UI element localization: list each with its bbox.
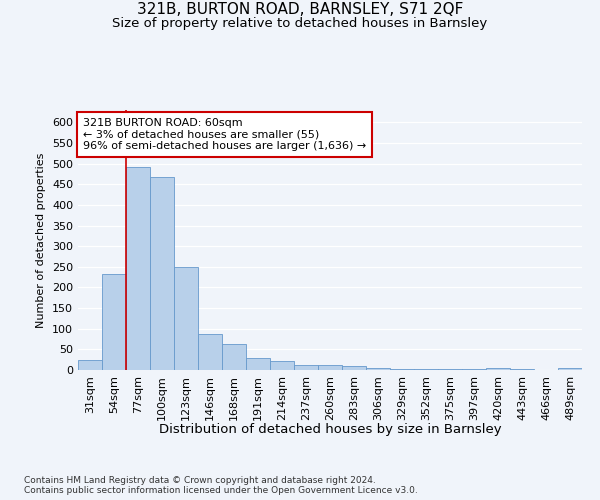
Bar: [414, 369, 438, 370]
Bar: [294, 365, 318, 370]
Bar: [150, 177, 174, 370]
Bar: [558, 368, 582, 370]
Text: Contains HM Land Registry data © Crown copyright and database right 2024.
Contai: Contains HM Land Registry data © Crown c…: [24, 476, 418, 495]
Bar: [438, 369, 462, 370]
Bar: [270, 361, 294, 370]
Bar: [390, 369, 414, 370]
Text: 321B, BURTON ROAD, BARNSLEY, S71 2QF: 321B, BURTON ROAD, BARNSLEY, S71 2QF: [137, 2, 463, 18]
Bar: [78, 360, 102, 370]
Bar: [318, 366, 342, 370]
Bar: [174, 267, 198, 370]
Text: 321B BURTON ROAD: 60sqm
← 3% of detached houses are smaller (55)
96% of semi-det: 321B BURTON ROAD: 60sqm ← 3% of detached…: [83, 118, 366, 151]
Bar: [486, 368, 510, 370]
Bar: [198, 334, 222, 370]
Bar: [222, 344, 246, 370]
Text: Size of property relative to detached houses in Barnsley: Size of property relative to detached ho…: [112, 18, 488, 30]
Bar: [342, 366, 366, 370]
Bar: [510, 369, 534, 370]
Bar: [126, 167, 150, 370]
Text: Distribution of detached houses by size in Barnsley: Distribution of detached houses by size …: [158, 422, 502, 436]
Bar: [366, 368, 390, 370]
Bar: [102, 274, 126, 370]
Bar: [246, 358, 270, 370]
Y-axis label: Number of detached properties: Number of detached properties: [37, 152, 46, 328]
Bar: [462, 369, 486, 370]
